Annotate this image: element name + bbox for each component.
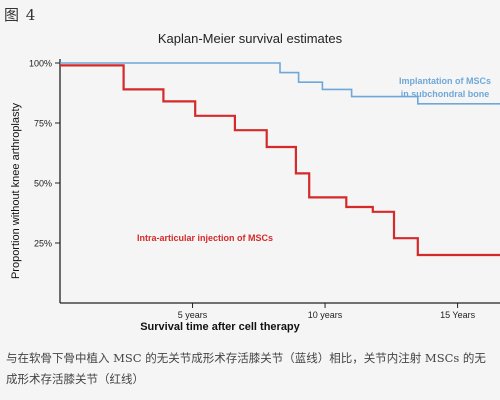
- series-line-intra-articular: [60, 64, 500, 257]
- series-label-line: in subchondral bone: [401, 89, 490, 99]
- y-tick-label: 100%: [29, 59, 52, 69]
- x-tick-label: 15 Years: [440, 310, 476, 320]
- series-line-subchondral: [60, 62, 500, 105]
- y-tick-label: 25%: [34, 239, 52, 249]
- y-tick-label: 75%: [34, 119, 52, 129]
- x-axis-title: Survival time after cell therapy: [140, 321, 300, 333]
- chart-title: Kaplan-Meier survival estimates: [157, 31, 343, 46]
- x-tick-label: 10 years: [308, 310, 343, 320]
- series-label-intra-articular: Intra-articular injection of MSCs: [137, 233, 273, 243]
- series-label-line: Intra-articular injection of MSCs: [137, 233, 273, 243]
- x-tick-label: 5 years: [178, 310, 208, 320]
- caption-line-2: 成形术存活膝关节（红线）: [6, 372, 144, 386]
- figure-caption: 与在软骨下骨中植入 MSC 的无关节成形术存活膝关节（蓝线）相比，关节内注射 M…: [6, 348, 500, 390]
- y-axis-title: Proportion without knee arthroplasty: [10, 102, 22, 279]
- series-label-line: Implantation of MSCs: [399, 76, 491, 86]
- caption-line-1: 与在软骨下骨中植入 MSC 的无关节成形术存活膝关节（蓝线）相比，关节内注射 M…: [6, 351, 486, 365]
- figure-label: 图 4: [4, 6, 37, 24]
- series-label-subchondral: Implantation of MSCs in subchondral bone: [399, 76, 491, 99]
- y-tick-label: 50%: [34, 179, 52, 189]
